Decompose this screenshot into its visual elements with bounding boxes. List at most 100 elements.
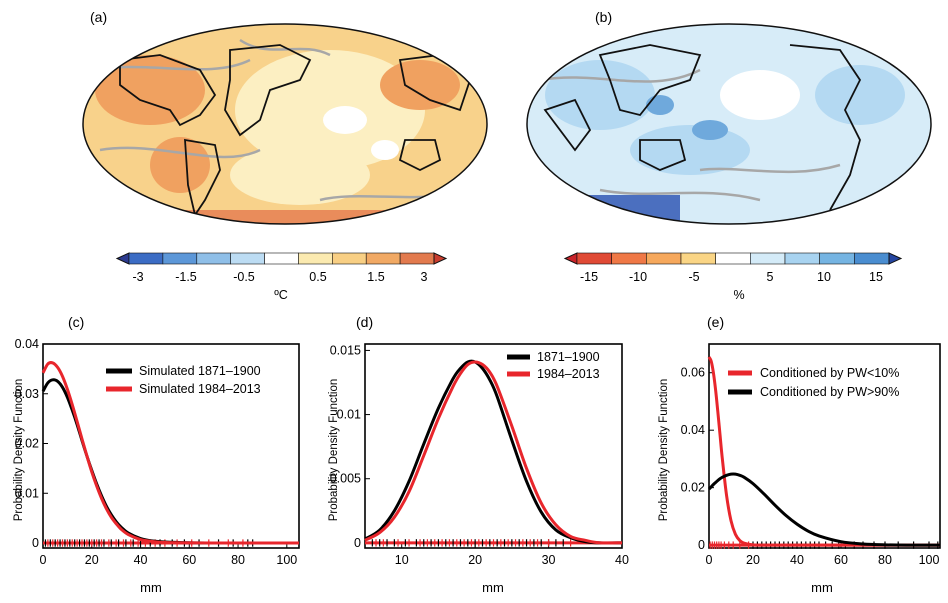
map-b-southern-patch (560, 195, 680, 224)
chart-d-series-line-0 (364, 359, 623, 545)
chart-c-frame (42, 343, 300, 549)
colorbar-a-swatch (365, 252, 401, 265)
chart-c-ytick-label: 0.04 (15, 337, 39, 351)
map-b-field (527, 24, 931, 224)
legend-label-1984-2013: Simulated 1984–2013 (139, 382, 261, 396)
colorbar-b-unit: % (733, 288, 744, 302)
chart-c-ylabel: Probability Density Function (13, 379, 25, 522)
colorbar-a-tick-label: -1.5 (175, 270, 197, 284)
chart-d-xtick-label: 30 (542, 553, 556, 567)
chart-d-xlabel: mm (482, 580, 504, 595)
chart-d-ylabel: Probability Density Function (328, 379, 340, 522)
chart-d: (d) Probability Density Function mm 10 20… (328, 314, 629, 595)
colorbar-a-tick-label: -3 (132, 270, 143, 284)
chart-c-ytick-label: 0.02 (15, 437, 39, 451)
chart-d-xtick-label: 10 (395, 553, 409, 567)
colorbar-b-tick-label: -5 (688, 270, 699, 284)
chart-d-ytick-label: 0.005 (330, 472, 361, 486)
chart-e-plot: 0 20 40 60 80 100 0 0.02 0.04 0.06 (681, 343, 941, 567)
map-b-mid-region (545, 60, 655, 130)
chart-c-xtick-label: 0 (40, 553, 47, 567)
colorbar-b-tick-label: -10 (629, 270, 647, 284)
map-a-field (83, 24, 487, 224)
colorbar-b-swatch (819, 252, 855, 265)
chart-d-legend: 1871–1900 1984–2013 (507, 350, 600, 381)
chart-e-xtick-label: 0 (706, 553, 713, 567)
chart-c-ytick-label: 0.03 (15, 387, 39, 401)
map-a-outline (82, 23, 488, 225)
chart-c-xtick-label: 100 (276, 553, 297, 567)
map-a-label: (a) (90, 9, 107, 25)
map-a-contours (89, 38, 471, 202)
chart-c: (c) Probability Density Function mm 0 20 4… (13, 314, 300, 595)
map-b-label: (b) (595, 9, 612, 25)
chart-e-ytick-label: 0.04 (681, 423, 705, 437)
map-a-warm-region-sa (150, 137, 210, 193)
colorbar-a-tick-label: 3 (421, 270, 428, 284)
chart-e-ylabel: Probability Density Function (658, 379, 670, 522)
map-a-white-patch (323, 106, 367, 134)
colorbar-b-swatch (784, 252, 820, 265)
chart-e-xtick-label: 20 (746, 553, 760, 567)
map-b-coast-eurasia (598, 44, 702, 117)
colorbar-a-tick-label: 0.5 (309, 270, 326, 284)
map-a-coast-sa (184, 138, 221, 218)
colorbar-a-swatch (128, 252, 164, 265)
legend-label-1871-1900: Simulated 1871–1900 (139, 364, 261, 378)
map-a-warm-region-eu (380, 60, 460, 110)
chart-c-ytick-label: 0 (32, 536, 39, 550)
chart-e-xlabel: mm (811, 580, 833, 595)
chart-d-ytick-label: 0.015 (330, 343, 361, 357)
colorbar-a (115, 252, 448, 265)
colorbar-b-swatch (680, 252, 716, 265)
chart-e: (e) Probability Density Function mm 0 20 4… (658, 314, 941, 595)
chart-e-xtick-label: 100 (919, 553, 940, 567)
chart-e-xtick-label: 80 (878, 553, 892, 567)
chart-e-label: (e) (707, 314, 724, 330)
chart-e-frame (708, 343, 941, 549)
chart-c-series-line-1 (41, 361, 299, 545)
map-b-coast-americas (789, 44, 862, 211)
chart-e-ytick-label: 0.06 (681, 366, 705, 380)
legend-label-pw-high: Conditioned by PW>90% (760, 385, 899, 399)
chart-e-series-line-1 (707, 472, 940, 547)
chart-c-xtick-label: 40 (134, 553, 148, 567)
colorbar-b (563, 252, 903, 265)
colorbar-b-swatch (646, 252, 682, 265)
map-b-dark-patch-2 (646, 95, 674, 115)
colorbar-a-ticks: -3 -1.5 -0.5 0.5 1.5 3 ºC (132, 270, 427, 302)
colorbar-a-swatch (399, 252, 435, 265)
colorbar-b-min-arrow (563, 252, 578, 265)
chart-e-xtick-label: 60 (834, 553, 848, 567)
colorbar-b-tick-label: 10 (817, 270, 831, 284)
colorbar-a-swatch (162, 252, 198, 265)
chart-e-xtick-label: 40 (790, 553, 804, 567)
chart-c-label: (c) (68, 314, 84, 330)
chart-d-series-line-1 (364, 360, 623, 545)
map-a-panel: (a) -3 -1.5 -0.5 0.5 1.5 3 (82, 9, 488, 302)
colorbar-a-max-arrow (433, 252, 448, 265)
map-b-contours (539, 68, 841, 202)
colorbar-b-swatch (611, 252, 647, 265)
chart-c-ytick-label: 0.01 (15, 486, 39, 500)
chart-c-xtick-label: 60 (182, 553, 196, 567)
chart-c-legend: Simulated 1871–1900 Simulated 1984–2013 (106, 364, 261, 396)
map-b-mid-region-2 (630, 125, 750, 175)
colorbar-a-swatch (230, 252, 265, 265)
map-a-coast-au (398, 139, 442, 172)
chart-d-ytick-label: 0 (354, 536, 361, 550)
chart-c-xtick-label: 20 (85, 553, 99, 567)
chart-c-plot: 0 20 40 60 80 100 0 0.01 0.02 0.03 0.04 (15, 337, 300, 567)
map-a-white-patch-2 (371, 140, 399, 160)
legend-label-pw-low: Conditioned by PW<10% (760, 366, 899, 380)
chart-e-legend: Conditioned by PW<10% Conditioned by PW>… (728, 366, 899, 399)
map-b-coast-au (639, 139, 687, 171)
chart-e-ytick-label: 0 (698, 538, 705, 552)
colorbar-b-tick-label: 15 (869, 270, 883, 284)
colorbar-a-swatch (332, 252, 367, 265)
colorbar-b-swatch (750, 252, 786, 265)
chart-e-ytick-label: 0.02 (681, 481, 705, 495)
colorbar-b-max-arrow (888, 252, 903, 265)
colorbar-b-tick-label: -15 (580, 270, 598, 284)
